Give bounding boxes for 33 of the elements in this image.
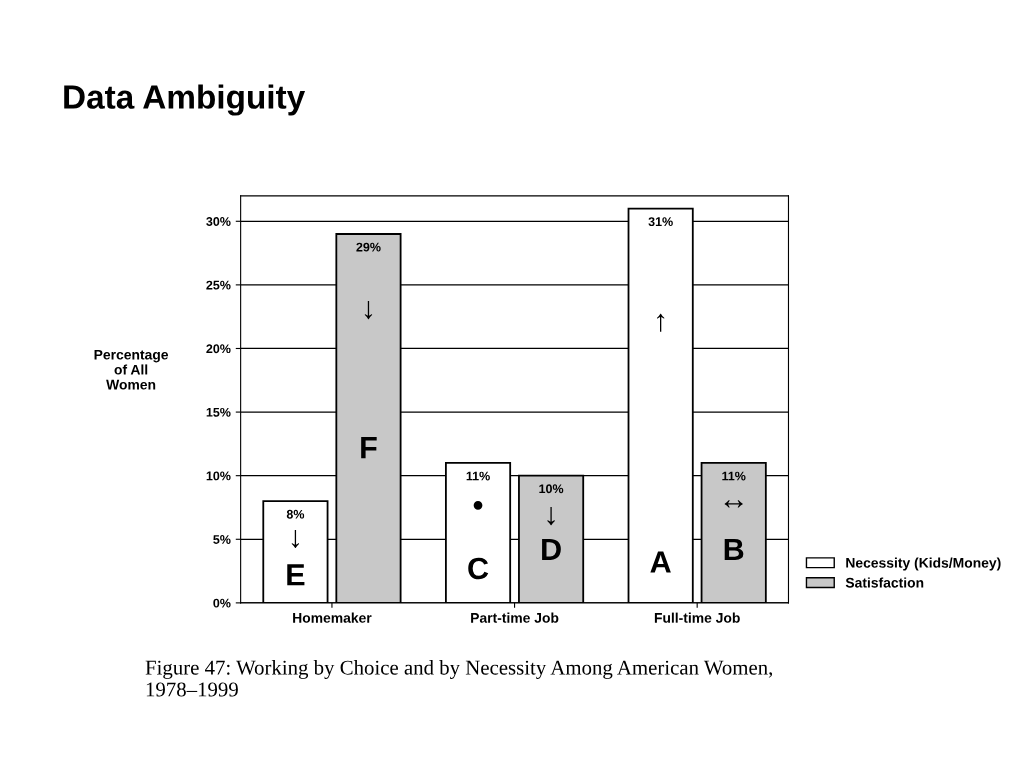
y-tick-label: 30% (206, 217, 231, 226)
annotation: ↓ (547, 507, 555, 526)
y-tick-label: 15% (206, 407, 231, 417)
annotation: ↓ (291, 530, 299, 549)
y-tick-label: 5% (213, 535, 231, 544)
x-tick-label: Homemaker (293, 612, 372, 623)
annotation: ↑ (657, 313, 665, 332)
legend-label: Satisfaction (845, 577, 924, 588)
legend-label: Necessity (Kids/Money) (846, 557, 1001, 571)
annotation: • (473, 500, 483, 510)
chart-title: Data Ambiguity (64, 84, 306, 116)
y-tick-label: 25% (206, 280, 231, 290)
x-tick-label: Part-time Job (471, 612, 559, 623)
data-label: 29% (356, 242, 381, 252)
data-label: 10% (539, 484, 564, 494)
annotation: ↓ (364, 301, 373, 320)
caption: Figure 47: Working by Choice and by Necessity Among American Women, 1978–1999 (145, 660, 773, 697)
annotation: ↔ (724, 500, 743, 508)
y-tick-label: 20% (206, 344, 231, 354)
y-tick-label: 0% (213, 598, 231, 608)
annotation: B (724, 538, 744, 560)
annotation: D (542, 538, 561, 560)
annotation: C (468, 557, 489, 580)
y-tick-label: 10% (206, 471, 231, 481)
x-tick-label: Full-time Job (654, 612, 740, 623)
data-label: 31% (648, 217, 673, 227)
annotation: A (650, 551, 671, 573)
data-label: 11% (466, 471, 490, 481)
annotation: E (287, 564, 305, 586)
data-label: 11% (722, 471, 746, 481)
y-axis-title: Percentage of All Women (94, 349, 169, 390)
data-label: 8% (286, 509, 305, 519)
annotation: F (361, 437, 377, 459)
